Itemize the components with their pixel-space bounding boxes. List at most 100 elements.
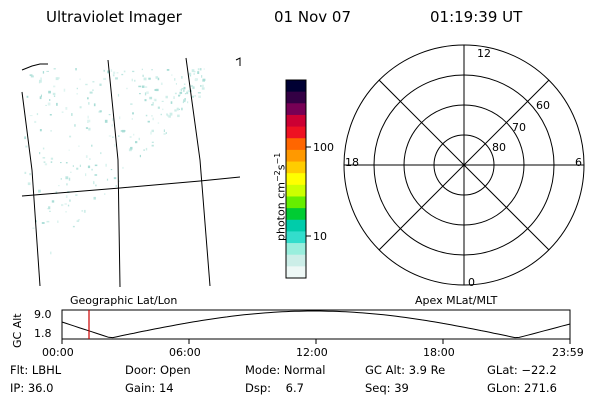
lat-label-60: 60 [536, 99, 550, 112]
emission-speck [89, 91, 93, 94]
emission-speck [46, 70, 49, 72]
emission-speck [174, 92, 177, 95]
emission-speck [202, 84, 204, 88]
emission-speck [197, 92, 201, 94]
emission-speck [189, 74, 192, 77]
emission-speck [183, 86, 186, 90]
emission-speck [182, 101, 184, 104]
emission-speck [183, 89, 185, 92]
colorbar-frame [285, 79, 307, 279]
emission-speck [144, 92, 147, 96]
emission-speck [61, 111, 64, 113]
emission-speck [139, 93, 141, 95]
lat-label-70: 70 [512, 121, 526, 134]
emission-speck [74, 124, 76, 127]
emission-speck [38, 189, 41, 193]
emission-speck [50, 130, 52, 132]
emission-speck [200, 85, 202, 87]
emission-speck [132, 112, 134, 115]
gc-altitude-status: GC Alt: 3.9 Re [365, 363, 446, 377]
altitude-ytick-bottom: 1.8 [34, 327, 52, 340]
emission-speck [79, 164, 81, 167]
emission-speck [69, 199, 71, 202]
emission-speck [49, 114, 52, 116]
emission-speck [107, 70, 110, 74]
emission-speck [108, 114, 111, 116]
latitude-gridline [21, 176, 241, 197]
mlt-label-0: 0 [468, 276, 475, 289]
emission-speck [116, 72, 119, 74]
filter-status: Flt: LBHL [10, 363, 62, 377]
emission-speck [182, 88, 184, 90]
emission-speck [131, 118, 133, 120]
emission-speck [47, 102, 51, 106]
emission-speck [78, 145, 80, 147]
emission-speck [88, 102, 90, 105]
emission-speck [187, 90, 191, 92]
emission-speck [29, 173, 32, 176]
emission-speck [197, 68, 200, 71]
uv-emission-speckles [24, 68, 206, 255]
emission-speck [100, 152, 102, 155]
emission-speck [155, 76, 158, 79]
emission-speck [111, 124, 113, 127]
emission-speck [151, 115, 153, 117]
image-edge-fragment [21, 63, 48, 71]
emission-speck [148, 77, 151, 80]
emission-speck [139, 154, 141, 158]
emission-speck [181, 107, 183, 111]
emission-speck [194, 95, 197, 97]
geographic-caption: Geographic Lat/Lon [70, 294, 178, 307]
colorbar [285, 79, 311, 279]
colorbar-gradient [286, 80, 306, 279]
emission-speck [170, 101, 173, 104]
emission-speck [103, 69, 105, 72]
altitude-plot [61, 309, 571, 344]
emission-speck [142, 74, 144, 77]
door-status: Door: Open [125, 363, 191, 377]
emission-speck [198, 95, 201, 98]
emission-speck [34, 120, 37, 123]
ip-status: IP: 36.0 [10, 381, 54, 395]
emission-speck [50, 251, 52, 255]
image-edge-fragment [235, 57, 241, 66]
time-label: 01:19:39 UT [430, 8, 523, 26]
emission-speck [76, 167, 79, 170]
emission-speck [104, 119, 108, 123]
emission-speck [183, 83, 186, 85]
emission-speck [87, 115, 89, 119]
emission-speck [157, 77, 160, 81]
geographic-image-panel [21, 57, 241, 288]
emission-speck [66, 183, 68, 186]
emission-speck [60, 162, 62, 164]
geographic-latitude-status: GLat: −22.2 [487, 363, 557, 377]
emission-speck [42, 71, 45, 74]
emission-speck [110, 69, 113, 72]
emission-speck [53, 68, 56, 70]
gain-status: Gain: 14 [125, 381, 174, 395]
emission-speck [32, 227, 35, 229]
x-tick-label: 06:00 [169, 346, 201, 359]
emission-speck [179, 89, 182, 91]
x-tick-label: 18:00 [423, 346, 455, 359]
x-tick-label: 12:00 [296, 346, 328, 359]
emission-speck [165, 132, 167, 134]
emission-speck [41, 222, 45, 224]
emission-speck [56, 102, 58, 106]
emission-speck [99, 110, 102, 113]
emission-speck [129, 136, 132, 138]
emission-speck [149, 96, 153, 100]
emission-speck [150, 131, 152, 135]
emission-speck [181, 76, 183, 79]
emission-speck [201, 87, 205, 90]
emission-speck [60, 178, 62, 180]
emission-speck [144, 86, 148, 88]
emission-speck [113, 177, 117, 180]
emission-speck [133, 133, 135, 136]
emission-speck [121, 129, 125, 133]
emission-speck [166, 69, 170, 71]
altitude-curve [61, 310, 571, 339]
colorbar-cell [286, 208, 306, 221]
emission-speck [83, 209, 86, 213]
emission-speck [70, 171, 72, 173]
